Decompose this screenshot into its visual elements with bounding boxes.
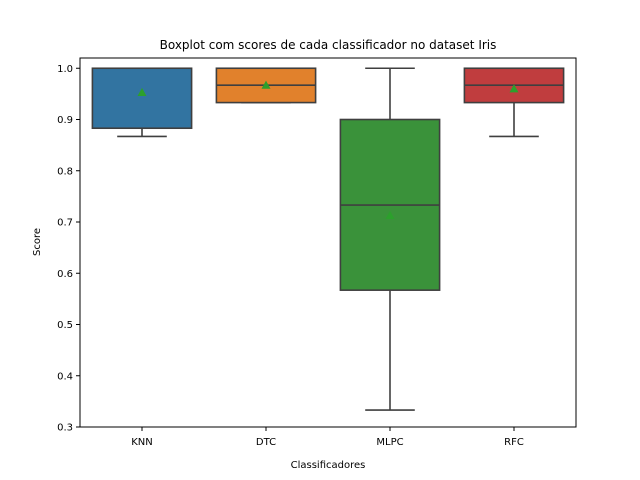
y-tick-label: 1.0 <box>57 64 73 75</box>
x-tick-label: RFC <box>504 437 524 448</box>
y-tick-label: 0.5 <box>57 320 73 331</box>
x-axis: KNN DTC MLPC RFC <box>131 427 524 448</box>
box-dtc <box>215 67 317 104</box>
y-axis: 0.3 0.4 0.5 0.6 0.7 0.8 0.9 1.0 <box>57 64 80 434</box>
y-tick-label: 0.3 <box>57 423 73 434</box>
axes-frame <box>79 57 577 428</box>
y-axis-title: Score <box>32 228 43 256</box>
box-rfc <box>463 67 565 138</box>
x-tick-label: MLPC <box>376 437 403 448</box>
mean-marker <box>137 87 147 96</box>
y-tick-label: 0.7 <box>57 218 73 229</box>
iqr-box <box>91 67 193 130</box>
chart-title: Boxplot com scores de cada classificador… <box>160 38 497 52</box>
mean-marker <box>385 210 395 219</box>
mean-marker <box>261 80 271 89</box>
y-tick-label: 0.9 <box>57 115 73 126</box>
box-knn <box>91 67 193 138</box>
box-mlpc <box>339 67 441 411</box>
x-tick-label: DTC <box>256 437 276 448</box>
x-tick-label: KNN <box>131 437 153 448</box>
y-tick-label: 0.6 <box>57 269 73 280</box>
y-tick-label: 0.8 <box>57 166 73 177</box>
mean-marker <box>509 84 519 93</box>
plot-area <box>91 67 565 411</box>
x-axis-title: Classificadores <box>291 460 366 471</box>
y-tick-label: 0.4 <box>57 371 73 382</box>
